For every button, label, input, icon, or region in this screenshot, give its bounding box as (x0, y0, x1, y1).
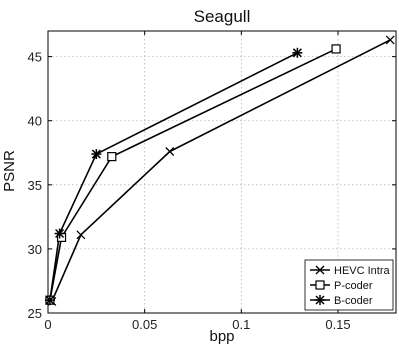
series-line-2 (49, 52, 298, 301)
legend-marker-0 (315, 265, 325, 275)
series-markers (44, 35, 395, 306)
chart-title: Seagull (194, 7, 251, 26)
x-tick-label: 0.05 (132, 317, 157, 332)
legend-entry: HEVC Intra (334, 265, 391, 277)
legend-entry: P-coder (334, 280, 373, 292)
y-tick-label: 40 (28, 114, 42, 129)
x-tick-label: 0.15 (325, 317, 350, 332)
y-tick-label: 30 (28, 242, 42, 257)
series-line-1 (49, 48, 337, 301)
x-axis-ticks: 0 0.05 0.1 0.15 (44, 31, 351, 332)
y-axis-label: PSNR (1, 150, 18, 192)
grid (48, 31, 396, 313)
legend-entry: B-coder (334, 295, 373, 307)
x-tick-label: 0 (44, 317, 51, 332)
data-point-series-0 (76, 230, 86, 240)
y-axis-ticks: 25 30 35 40 45 (28, 50, 396, 321)
data-point-series-2 (44, 295, 55, 306)
legend-marker-1 (315, 280, 325, 290)
data-point-series-2 (54, 228, 65, 239)
y-tick-label: 45 (28, 50, 42, 65)
x-axis-label: bpp (209, 328, 234, 345)
series-line-0 (51, 39, 391, 302)
data-point-series-1 (107, 152, 117, 162)
legend: HEVC Intra P-coder B-coder (304, 259, 394, 311)
x-tick-label: 0.1 (232, 317, 250, 332)
data-point-series-0 (165, 147, 175, 156)
data-point-series-0 (385, 35, 395, 45)
series-lines (49, 39, 391, 302)
plot-frame (47, 30, 397, 314)
data-point-series-2 (292, 47, 303, 58)
data-point-series-2 (91, 149, 102, 160)
data-point-series-1 (331, 44, 341, 54)
y-tick-label: 25 (28, 306, 42, 321)
legend-marker-2 (315, 295, 325, 305)
y-tick-label: 35 (28, 178, 42, 193)
